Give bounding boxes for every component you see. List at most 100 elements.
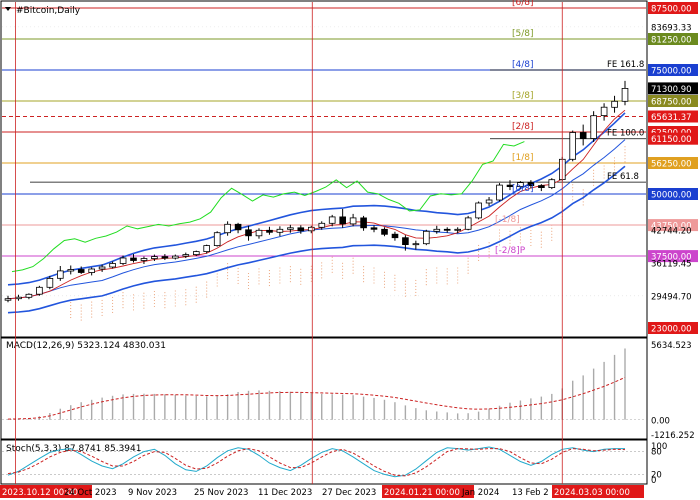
cloud-dot <box>415 294 417 296</box>
candle-body <box>391 233 399 239</box>
cloud-dot <box>227 272 229 274</box>
candle-body <box>381 228 388 235</box>
cloud-dot <box>509 233 511 235</box>
cloud-dot <box>164 298 166 300</box>
price-axis-badge <box>648 219 698 232</box>
cloud-dot <box>185 295 187 297</box>
stoch-axis-label: 0 <box>651 476 656 486</box>
cloud-dot <box>415 282 417 284</box>
candle-body <box>297 227 305 232</box>
cloud-dot <box>91 313 93 315</box>
cloud-dot <box>425 284 427 286</box>
chikou-span <box>11 141 525 273</box>
cloud-dot <box>613 163 616 165</box>
cloud-dot <box>70 305 72 307</box>
cloud-dot <box>467 260 469 262</box>
cloud-dot <box>289 269 291 271</box>
cloud-dot <box>101 308 103 310</box>
cloud-dot <box>80 310 82 312</box>
price-axis-label: 83693.33 <box>651 23 692 33</box>
cloud-dot <box>91 304 93 306</box>
cloud-dot <box>613 169 616 171</box>
cloud-dot <box>289 272 291 274</box>
cloud-dot <box>383 274 386 276</box>
cloud-dot <box>363 272 365 274</box>
cloud-dot <box>363 275 365 277</box>
candle-body <box>611 100 618 108</box>
cloud-dot <box>352 269 354 271</box>
cloud-dot <box>425 278 427 280</box>
price-axis-badge <box>648 322 698 334</box>
cloud-dot <box>509 242 511 244</box>
cloud-dot <box>321 265 323 267</box>
cloud-dot <box>425 281 427 283</box>
macd-signal-line <box>7 376 626 420</box>
cloud-dot <box>603 165 605 167</box>
candle-body <box>266 229 273 233</box>
chevron-down-icon[interactable] <box>5 7 11 11</box>
cloud-dot <box>258 271 260 273</box>
cloud-dot <box>216 276 218 278</box>
cloud-dot <box>153 299 155 302</box>
candle-body <box>161 256 169 259</box>
cloud-dot <box>174 299 176 301</box>
cloud-dot <box>70 314 72 316</box>
price-axis-badge <box>648 132 698 145</box>
cloud-dot <box>551 230 553 232</box>
price-axis-label: 36119.45 <box>651 259 692 269</box>
cloud-dot <box>80 316 82 318</box>
cloud-dot <box>624 158 626 160</box>
cloud-dot <box>436 270 438 272</box>
cloud-dot <box>394 283 396 285</box>
candle-body <box>370 227 378 230</box>
cloud-dot <box>143 292 145 294</box>
cloud-dot <box>143 304 145 306</box>
cloud-dot <box>185 289 187 291</box>
candle-body <box>527 182 535 187</box>
cloud-dot <box>247 284 250 287</box>
candle-body <box>433 228 441 232</box>
stoch-axis-label: 80 <box>651 448 662 458</box>
cloud-dot <box>363 269 365 271</box>
cloud-dot <box>164 307 166 309</box>
candle-body <box>98 266 106 270</box>
time-axis-label: 11 Dec 2023 <box>258 488 312 498</box>
cloud-dot <box>279 276 281 278</box>
candle-body <box>506 184 514 188</box>
price-axis-label: 43750.00 <box>651 222 692 232</box>
cloud-dot <box>300 283 302 285</box>
cloud-dot <box>247 275 250 278</box>
candle-body <box>538 185 545 189</box>
cloud-dot <box>206 296 208 298</box>
murray-level-label: [-1/8] <box>495 215 520 225</box>
cloud-dot <box>457 270 459 272</box>
stoch-series <box>2 446 646 478</box>
cloud-dot <box>310 271 312 273</box>
murray-level-label: [5/8] <box>512 29 534 39</box>
cloud-dot <box>331 265 333 267</box>
candle-body <box>245 229 252 237</box>
cloud-dot <box>457 273 459 275</box>
cloud-dot <box>582 189 584 191</box>
stoch-d-line <box>7 448 626 477</box>
cloud-dot <box>457 279 459 281</box>
cloud-dot <box>572 187 574 189</box>
cloud-dot <box>132 303 135 305</box>
candle-body <box>485 199 493 204</box>
vertical-markers <box>15 2 563 484</box>
cloud-dot <box>530 238 532 241</box>
cloud-dot <box>101 302 103 304</box>
cloud-dot <box>488 257 490 259</box>
price-axis-label: 56250.00 <box>651 160 692 170</box>
price-axis-badge <box>648 2 698 14</box>
cloud-dot <box>488 254 490 256</box>
bollinger-middle <box>7 139 626 300</box>
cloud-dot <box>195 286 197 288</box>
cloud-dot <box>258 274 260 276</box>
candle-body <box>88 268 96 273</box>
cloud-dot <box>572 196 574 198</box>
cloud-dot <box>613 157 616 159</box>
cloud-dot <box>530 244 532 247</box>
cloud-dot <box>80 307 82 309</box>
